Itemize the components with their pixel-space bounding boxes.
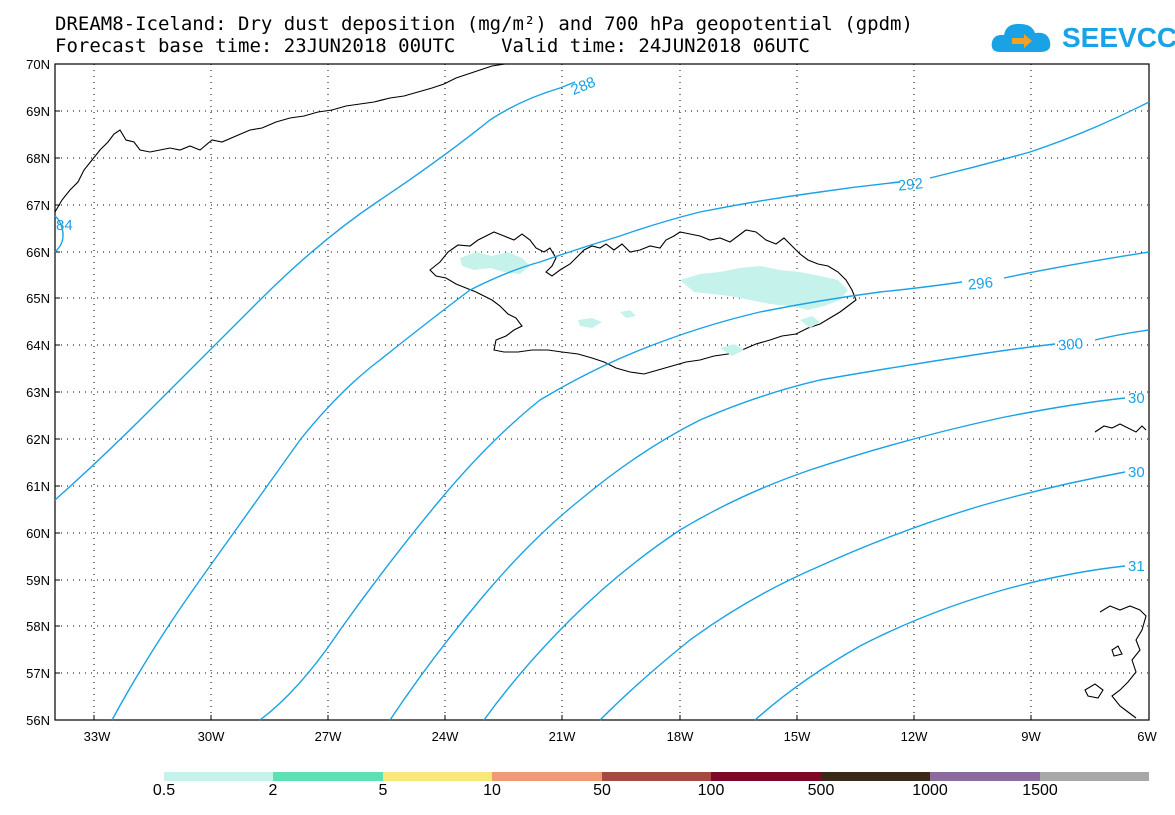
colorbar-label: 0.5	[152, 782, 176, 799]
colorbar-label: 50	[593, 782, 611, 799]
latitude-labels: 70N 69N 68N 67N 66N 65N 64N 63N 62N 61N …	[26, 57, 50, 728]
colorbar-label: 10	[483, 782, 501, 799]
title-line-1: DREAM8-Iceland: Dry dust deposition (mg/…	[55, 13, 913, 35]
greenland-coast	[54, 63, 506, 213]
colorbar-swatch	[164, 772, 273, 781]
lat-label: 56N	[26, 713, 50, 728]
contour-label: 300	[1057, 335, 1083, 354]
colorbar-label: 1000	[912, 782, 948, 799]
contour-label: 30	[1128, 390, 1145, 407]
lon-label: 30W	[198, 729, 225, 744]
lat-label: 59N	[26, 573, 50, 588]
contour-label: 84	[56, 217, 73, 234]
lat-label: 58N	[26, 619, 50, 634]
colorbar-swatch	[1040, 772, 1149, 781]
contour-label: 31	[1128, 558, 1145, 575]
coastlines	[54, 63, 1147, 719]
colorbar-swatch	[383, 772, 492, 781]
lat-label: 62N	[26, 432, 50, 447]
contour-300a	[389, 343, 1056, 721]
geopotential-contours	[54, 81, 1150, 721]
contour-label: 292	[897, 175, 924, 195]
longitude-labels: 33W 30W 27W 24W 21W 18W 15W 12W 9W 6W	[84, 729, 1158, 744]
dust-deposition-areas	[460, 252, 848, 356]
contour-label: 30	[1128, 464, 1145, 481]
colorbar-label: 100	[697, 782, 725, 799]
contour-300b	[1094, 329, 1150, 341]
contour-288b	[111, 181, 901, 721]
lat-label: 69N	[26, 104, 50, 119]
cloud-icon	[991, 23, 1051, 52]
colorbar-label: 500	[807, 782, 835, 799]
lon-label: 9W	[1021, 729, 1041, 744]
iceland-coast	[429, 229, 857, 375]
contour-304	[483, 397, 1126, 721]
colorbar-swatch	[492, 772, 602, 781]
lon-label: 18W	[667, 729, 694, 744]
colorbar	[164, 772, 1149, 781]
contour-labels: 288 292 296 300 30 30 31 84	[56, 74, 1145, 575]
lat-label: 63N	[26, 385, 50, 400]
lon-label: 24W	[432, 729, 459, 744]
lon-label: 15W	[784, 729, 811, 744]
lat-label: 57N	[26, 666, 50, 681]
contour-296a	[259, 281, 963, 721]
contour-296b	[1003, 251, 1150, 279]
scotland-coast	[1099, 605, 1147, 719]
lat-label: 61N	[26, 479, 50, 494]
lat-label: 65N	[26, 291, 50, 306]
lat-label: 66N	[26, 245, 50, 260]
contour-label: 296	[967, 274, 994, 294]
colorbar-label: 5	[378, 782, 388, 799]
lat-label: 70N	[26, 57, 50, 72]
colorbar-label: 2	[268, 782, 278, 799]
colorbar-swatch	[273, 772, 383, 781]
lat-label: 60N	[26, 526, 50, 541]
contour-288	[54, 81, 576, 501]
lat-label: 68N	[26, 151, 50, 166]
lat-label: 67N	[26, 198, 50, 213]
contour-308	[599, 471, 1126, 721]
contour-292	[929, 101, 1150, 179]
lon-label: 6W	[1137, 729, 1157, 744]
colorbar-label: 1500	[1022, 782, 1058, 799]
colorbar-swatch	[711, 772, 821, 781]
lon-label: 12W	[901, 729, 928, 744]
contour-312	[754, 565, 1126, 721]
lon-label: 33W	[84, 729, 111, 744]
lon-label: 27W	[315, 729, 342, 744]
contour-label: 288	[568, 74, 598, 99]
logo-text: SEEVCCC	[1062, 22, 1175, 53]
lon-label: 21W	[549, 729, 576, 744]
title-line-2: Forecast base time: 23JUN2018 00UTC Vali…	[55, 35, 810, 57]
colorbar-swatch	[821, 772, 930, 781]
graticule	[55, 64, 1149, 720]
colorbar-swatch	[602, 772, 711, 781]
axis-ticks	[55, 63, 1032, 721]
faroe-coast	[1094, 423, 1147, 433]
contour-284	[54, 215, 64, 253]
colorbar-swatch	[930, 772, 1040, 781]
lat-label: 64N	[26, 338, 50, 353]
